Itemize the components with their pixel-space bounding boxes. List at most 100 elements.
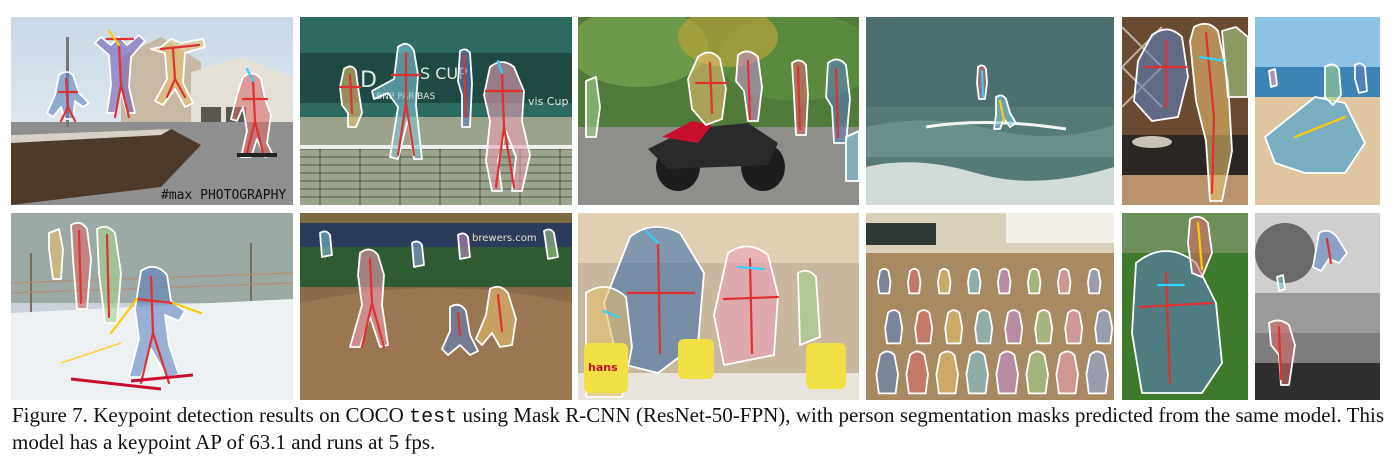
- result-panel-classroom: [866, 213, 1114, 400]
- person-mask: [967, 268, 982, 295]
- person-mask-5: [585, 76, 601, 138]
- person-mask: [937, 268, 952, 295]
- result-panel-skateboard-bw: [1255, 213, 1380, 400]
- person-mask: [905, 350, 929, 395]
- person-mask-1: [976, 64, 988, 100]
- person-mask-4: [483, 59, 531, 192]
- person-mask-4: [109, 265, 203, 385]
- person-mask-4: [1268, 68, 1278, 88]
- result-panel-kitchen: [1122, 17, 1248, 205]
- person-mask: [997, 268, 1012, 295]
- caption-text-before: Keypoint detection results on COCO: [87, 403, 410, 427]
- result-panel-motorcycle: [578, 17, 859, 205]
- person-mask: [995, 350, 1019, 395]
- result-panel-interview: hans: [578, 213, 859, 400]
- person-mask: [875, 350, 899, 395]
- panel-scene: [1255, 17, 1380, 205]
- person-mask-3: [150, 38, 206, 108]
- person-mask: [1064, 309, 1084, 345]
- person-mask: [944, 309, 964, 345]
- person-mask: [914, 309, 934, 345]
- person-mask-6: [319, 230, 333, 258]
- result-panel-beach-kite: [1255, 17, 1380, 205]
- person-mask-6: [845, 130, 859, 182]
- court-sign-2: S CUP: [420, 64, 468, 83]
- person-mask-2: [441, 303, 479, 356]
- court-sign-1: D: [360, 68, 377, 93]
- person-mask-3: [457, 48, 473, 128]
- person-mask-2: [993, 94, 1017, 130]
- result-panel-skiers: [11, 213, 293, 400]
- person-mask: [1057, 268, 1072, 295]
- result-panel-surfers: [866, 17, 1114, 205]
- person-mask: [1094, 309, 1114, 345]
- person-mask-2: [70, 221, 92, 310]
- person-mask: [1085, 350, 1109, 395]
- person-mask: [974, 309, 994, 345]
- figure-label: Figure 7.: [12, 403, 88, 427]
- person-mask: [907, 268, 922, 295]
- person-mask: [1087, 268, 1102, 295]
- stadium-banner: brewers.com: [472, 233, 537, 244]
- person-mask-2: [713, 245, 780, 366]
- motorcycle: [648, 121, 785, 191]
- person-mask-1: [1133, 28, 1189, 122]
- panel-scene: #max PHOTOGRAPHY: [11, 17, 293, 205]
- person-mask: [884, 309, 904, 345]
- person-mask-5: [543, 228, 559, 260]
- panel-scene: [866, 17, 1114, 205]
- person-mask-3: [96, 225, 122, 324]
- panel-scene: [866, 213, 1114, 400]
- panel-scene: [578, 17, 859, 205]
- person-mask-1: [1131, 250, 1223, 394]
- person-mask-1: [338, 65, 363, 128]
- person-mask-2: [1268, 319, 1296, 386]
- person-mask-1: [48, 228, 64, 280]
- person-mask-3: [1276, 274, 1286, 292]
- person-mask: [1025, 350, 1049, 395]
- person-mask-4: [230, 67, 274, 158]
- snack-cups: hans: [584, 339, 846, 393]
- person-mask-1: [46, 71, 90, 123]
- figure-caption: Figure 7. Keypoint detection results on …: [12, 403, 1384, 455]
- person-mask-1: [687, 51, 728, 126]
- person-mask-4: [825, 58, 851, 144]
- person-mask-2: [1189, 22, 1233, 202]
- court-sign-4: vis Cup: [528, 95, 568, 108]
- result-panel-baseball: brewers.com: [300, 213, 572, 400]
- person-mask: [965, 350, 989, 395]
- figure-image-grid: #max PHOTOGRAPHY D S CUP BNP PARIBAS vis…: [11, 17, 1380, 400]
- person-mask: [1004, 309, 1024, 345]
- person-mask-4: [457, 232, 471, 260]
- panel-scene: [1122, 17, 1248, 205]
- cup-label: hans: [588, 361, 618, 374]
- person-mask-1: [1264, 96, 1366, 174]
- person-mask-3: [791, 59, 809, 136]
- person-mask-2: [1187, 215, 1213, 278]
- panel-scene: brewers.com: [300, 213, 572, 400]
- person-mask-1: [349, 248, 389, 349]
- panel-scene: [1255, 213, 1380, 400]
- caption-split-name: test: [409, 406, 458, 429]
- person-mask: [1027, 268, 1042, 295]
- person-mask-2: [735, 50, 763, 122]
- result-panel-jumping-people: #max PHOTOGRAPHY: [11, 17, 293, 205]
- person-mask-2: [94, 29, 146, 119]
- person-mask-2: [371, 42, 423, 160]
- panel-scene: hans: [578, 213, 859, 400]
- photo-watermark: #max PHOTOGRAPHY: [161, 188, 286, 203]
- result-panel-child-lawn: [1122, 213, 1248, 400]
- person-mask-3: [1354, 62, 1368, 94]
- person-mask-2: [1324, 63, 1342, 106]
- person-mask-1: [1312, 229, 1348, 272]
- panel-scene: D S CUP BNP PARIBAS vis Cup: [300, 17, 572, 205]
- person-mask: [877, 268, 892, 295]
- classroom-people: [875, 268, 1114, 395]
- panel-scene: [11, 213, 293, 400]
- person-mask-4: [797, 269, 821, 346]
- person-mask-7: [411, 240, 425, 268]
- result-panel-tennis-court: D S CUP BNP PARIBAS vis Cup: [300, 17, 572, 205]
- panel-scene: [1122, 213, 1248, 400]
- person-mask-3: [1221, 26, 1248, 98]
- person-mask-3: [475, 285, 517, 348]
